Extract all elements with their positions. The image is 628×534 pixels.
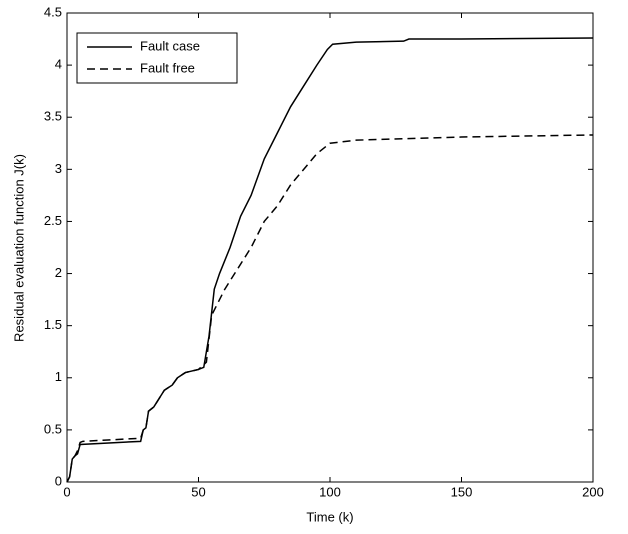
y-tick-label: 4 (55, 57, 62, 72)
legend-box (76, 32, 238, 84)
y-tick-label: 2 (55, 265, 62, 280)
y-tick-label: 0.5 (44, 421, 62, 436)
line-series (66, 134, 594, 483)
y-tick-label: 1 (55, 369, 62, 384)
x-tick-label: 0 (63, 484, 70, 499)
y-tick-label: 3 (55, 161, 62, 176)
x-axis-label: Time (k) (306, 509, 353, 524)
y-tick-label: 1.5 (44, 317, 62, 332)
x-tick-label: 100 (319, 484, 341, 499)
y-axis-label: Residual evaluation function J(k) (11, 154, 26, 342)
x-tick-label: 200 (582, 484, 604, 499)
legend-label: Fault free (140, 60, 195, 75)
y-tick-label: 4.5 (44, 4, 62, 19)
line-series (66, 37, 594, 483)
y-tick-label: 2.5 (44, 213, 62, 228)
y-tick-label: 0 (55, 473, 62, 488)
x-tick-label: 150 (451, 484, 473, 499)
y-tick-label: 3.5 (44, 109, 62, 124)
legend-label: Fault case (140, 38, 200, 53)
x-tick-label: 50 (191, 484, 205, 499)
